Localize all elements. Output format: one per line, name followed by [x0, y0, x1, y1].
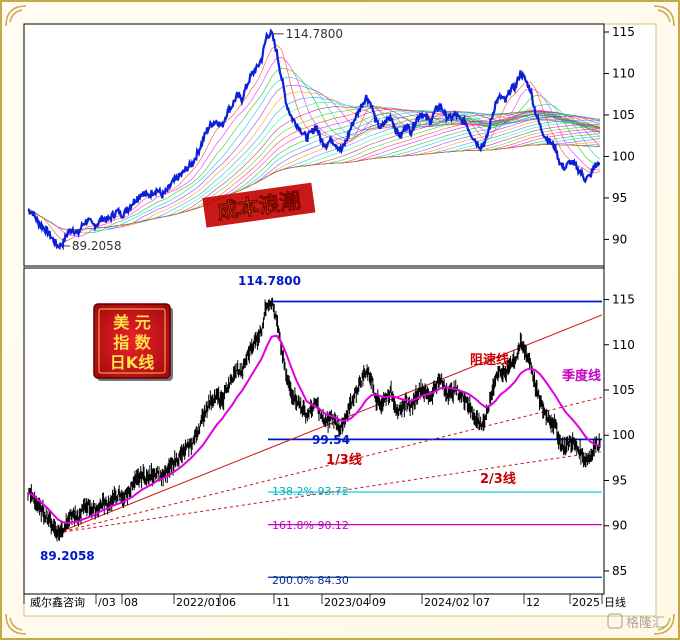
bottom-y-tick-label: 100	[612, 428, 635, 442]
bottom-low-label: 89.2058	[40, 549, 95, 563]
two-third-label: 2/3线	[480, 471, 516, 487]
bottom-panel	[27, 297, 603, 578]
cost-wave-lines	[27, 44, 601, 241]
seasonal-line	[27, 334, 601, 525]
fib-161-label: 161.8% 90.12	[272, 519, 349, 532]
watermark-logo-icon	[607, 613, 623, 629]
bottom-high-label: 114.7800	[238, 274, 301, 288]
bottom-y-tick-label: 105	[612, 383, 635, 397]
wave-title-bg	[202, 182, 316, 228]
corner-tr	[653, 5, 675, 27]
x-tick-label: /03	[98, 596, 116, 609]
seasonal-label: 季度线	[561, 368, 601, 384]
x-tick-label: 09	[372, 596, 386, 609]
top-plot-frame	[23, 23, 605, 267]
top-panel	[27, 28, 601, 251]
fib-138-label: 138.2% 93.72	[272, 485, 349, 498]
legend-box: 美 元 指 数 日K线	[93, 303, 173, 381]
top-price-line	[27, 28, 601, 251]
two-third-line	[57, 451, 603, 534]
cost-wave-line	[27, 144, 601, 231]
x-tick-label: 06	[222, 596, 236, 609]
top-high-label: 114.7800	[286, 27, 343, 41]
corner-bl	[5, 613, 27, 635]
bottom-y-tick-label: 115	[612, 293, 635, 307]
bottom-y-tick-label: 95	[612, 473, 627, 487]
top-low-label: 89.2058	[72, 239, 122, 253]
support-label: 99.54	[312, 433, 350, 447]
top-y-tick-label: 90	[612, 232, 627, 246]
one-third-label: 1/3线	[326, 452, 362, 468]
x-tick-label: 2024/02	[424, 596, 470, 609]
bottom-y-tick-label: 90	[612, 519, 627, 533]
x-tick-label: 日线	[604, 595, 626, 609]
corner-br	[653, 613, 675, 635]
legend-line-3: 日K线	[110, 353, 154, 372]
top-y-tick-label: 105	[612, 108, 635, 122]
legend-line-2: 指 数	[113, 333, 152, 352]
top-y-tick-label: 95	[612, 191, 627, 205]
top-y-tick-label: 110	[612, 66, 635, 80]
x-tick-label: 2023/04	[324, 596, 370, 609]
legend-line-1: 美 元	[113, 313, 151, 332]
x-tick-label: 12	[526, 596, 540, 609]
corner-ornaments	[5, 5, 675, 635]
top-y-tick-label: 100	[612, 149, 635, 163]
top-y-tick-label: 115	[612, 25, 635, 39]
x-tick-label: 07	[476, 596, 490, 609]
x-tick-label: 08	[124, 596, 138, 609]
corner-tl	[5, 5, 27, 27]
watermark: 格隆汇	[607, 613, 665, 631]
x-tick-label: 2022/01	[176, 596, 222, 609]
x-tick-label: 11	[276, 596, 290, 609]
x-tick-label: 2025	[572, 596, 600, 609]
x-tick-label: 威尔鑫咨询	[30, 595, 85, 609]
resistance-label: 阻速线	[470, 352, 509, 368]
fib-200-label: 200.0% 84.30	[272, 574, 349, 587]
bottom-y-tick-label: 110	[612, 338, 635, 352]
axes: 90 95 100 105 110 115 85 90 95 100 105 110 115 威尔鑫咨询 /…	[23, 25, 635, 609]
bottom-y-tick-label: 85	[612, 564, 627, 578]
watermark-text: 格隆汇	[626, 615, 665, 631]
